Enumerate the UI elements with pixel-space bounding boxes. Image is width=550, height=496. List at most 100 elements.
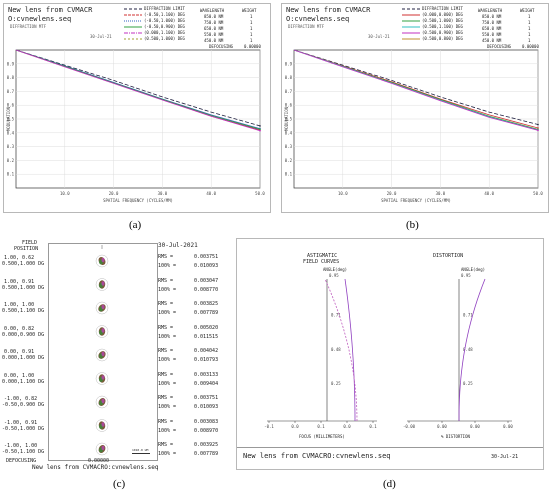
rms-label: RMS =	[158, 371, 174, 378]
y-tick-label: 0.25	[331, 381, 341, 386]
field-position-line2: -0.50,1.100 DG	[2, 449, 45, 455]
y-tick-label: 0.1	[285, 172, 293, 177]
p100-value: 0.007789	[194, 310, 219, 316]
y-tick-label: 0.4	[285, 130, 293, 135]
rms-label: RMS =	[158, 348, 174, 354]
date-label: 30-Jul-21	[368, 34, 390, 39]
y-tick-label: 0.8	[285, 75, 293, 80]
footer-title: New lens from CVMACRO:cvnewlens.seq	[32, 464, 159, 471]
series-endpoint	[259, 128, 261, 131]
weight-value: 1	[250, 38, 253, 43]
legend-swatches	[124, 8, 142, 40]
spot-pattern	[98, 351, 106, 359]
date-label: 30-Jul-21	[90, 34, 112, 39]
spot-pattern	[98, 374, 106, 383]
x-tick-label: 50.0	[533, 191, 543, 196]
field-position-line1: 1.00, 0.91	[4, 278, 35, 285]
y-tick-label: 0.48	[463, 347, 473, 352]
p100-value: 0.008770	[194, 286, 219, 293]
date-label: 30-Jul-2021	[158, 242, 198, 249]
series-endpoint	[259, 129, 261, 132]
x-tick-label: 20.0	[109, 191, 119, 196]
x-tick-label: 40.0	[484, 191, 494, 196]
x-tick-label: 0.00	[437, 424, 447, 429]
field-position-line1: -1.00, 0.91	[4, 419, 38, 426]
field-position-line1: 1.00, 0.62	[4, 255, 35, 261]
x-tick-label: 0.1	[317, 424, 325, 429]
legend-entry: (0.500,0.900) DEG	[422, 30, 463, 35]
p100-value: 0.007789	[194, 451, 219, 457]
spot-pattern	[98, 304, 106, 312]
x-tick-label: -0.00	[403, 424, 416, 429]
field-header: FIELD	[22, 240, 38, 246]
y-tick-label: 0.48	[331, 347, 341, 352]
series-endpoint	[537, 129, 539, 132]
mtf-panel-b: New lens from CVMACR O:cvnewlens.seq DIF…	[281, 3, 549, 213]
field-header: POSITION	[14, 246, 39, 252]
legend-entry: (0.500,0.800) DEG	[422, 36, 463, 41]
legend-entry: (0.000,0.000) DEG	[422, 12, 463, 17]
y-tick-label: 0.5	[7, 117, 15, 122]
defocusing-value: 0.00000	[88, 458, 110, 464]
wavelength-value: 850.0 NM	[482, 14, 502, 19]
y-axis-label: MODULATION	[6, 106, 11, 131]
caption-b: (b)	[406, 219, 419, 231]
angle-label: ANGLE(deg)	[461, 267, 486, 272]
field-position-line2: 0.500,1.100 DG	[2, 308, 45, 314]
y-tick-label: 0.7	[7, 89, 15, 94]
rms-value: 0.003751	[194, 254, 219, 260]
y-tick-label: 0.3	[7, 144, 15, 149]
x-tick-label: 30.0	[436, 191, 446, 196]
p100-label: 100% =	[158, 263, 177, 269]
rms-value: 0.003133	[194, 371, 219, 378]
y-tick-label: 0.1	[7, 172, 15, 177]
y-tick-label: 0.3	[285, 144, 293, 149]
p100-value: 0.010093	[194, 263, 219, 269]
field-curves-panel: ASTIGMATIC FIELD CURVES DISTORTION ANGLE…	[236, 238, 544, 470]
header-subtitle: DIFFRACTION MTF	[288, 24, 325, 29]
sagittal-curve	[324, 278, 358, 422]
spot-pattern	[98, 280, 106, 289]
x-tick-label: 0.0	[291, 424, 299, 429]
spot-diagram-panel: FIELD POSITION 30-Jul-2021 1010.0 UM DEF…	[0, 236, 240, 472]
field-position-line1: 0.00, 0.91	[4, 349, 35, 355]
y-tick-label: 0.6	[285, 103, 293, 108]
field-curves-chart: -0.1 0.0 0.1 0.0 0.1 0.95 0.71 0.48 0.25 -0.00 0.0…	[264, 273, 513, 429]
x-tick-label: 50.0	[255, 191, 265, 196]
weight-value: 1	[250, 14, 253, 19]
defocusing-label: DEFOCUSING	[209, 44, 234, 49]
weight-header: WEIGHT	[520, 8, 535, 13]
spot-pattern	[98, 327, 106, 336]
header-file: O:cvnewlens.seq	[286, 15, 350, 23]
rms-label: RMS =	[158, 301, 174, 307]
footer-title: New lens from CVMACRO:cvnewlens.seq	[243, 452, 391, 460]
wavelength-value: 450.0 NM	[482, 38, 502, 43]
y-tick-label: 0.9	[285, 61, 293, 66]
caption-c: (c)	[113, 478, 126, 490]
wavelength-header: WAVELENGTH	[478, 8, 503, 13]
spot-pattern	[98, 421, 106, 430]
angle-max-label: 0.95	[329, 273, 339, 278]
y-tick-label: 0.2	[7, 158, 15, 163]
header-subtitle: DIFFRACTION MTF	[10, 24, 47, 29]
y-tick-label: 0.8	[7, 75, 15, 80]
spot-pattern	[98, 444, 106, 454]
spot-column	[48, 243, 158, 461]
series-endpoint	[537, 127, 539, 129]
rms-value: 0.003825	[194, 301, 219, 307]
caption-d: (d)	[383, 478, 396, 490]
field-position-line2: 0.000,0.900 DG	[2, 331, 45, 338]
field-position-line2: -0.50,0.900 DG	[2, 402, 45, 408]
field-position-line1: 1.00, 1.00	[4, 302, 35, 308]
legend-entry: (0.500,1.100) DEG	[422, 24, 463, 29]
weight-value: 1	[528, 20, 531, 25]
rms-value: 0.003751	[194, 395, 219, 401]
x-axis-label: SPATIAL FREQUENCY (CYCLES/MM)	[103, 198, 173, 203]
tangential-curve	[344, 278, 356, 422]
y-tick-label: 0.71	[463, 312, 473, 317]
wavelength-header: WAVELENGTH	[200, 8, 225, 13]
y-tick-label: 0.4	[7, 130, 15, 135]
mtf-panel-a: New lens from CVMACR O:cvnewlens.seq DIF…	[3, 3, 271, 213]
legend-entry: (-0.50,1.000) DEG	[144, 18, 185, 23]
x-tick-label: 0.0	[343, 424, 351, 429]
